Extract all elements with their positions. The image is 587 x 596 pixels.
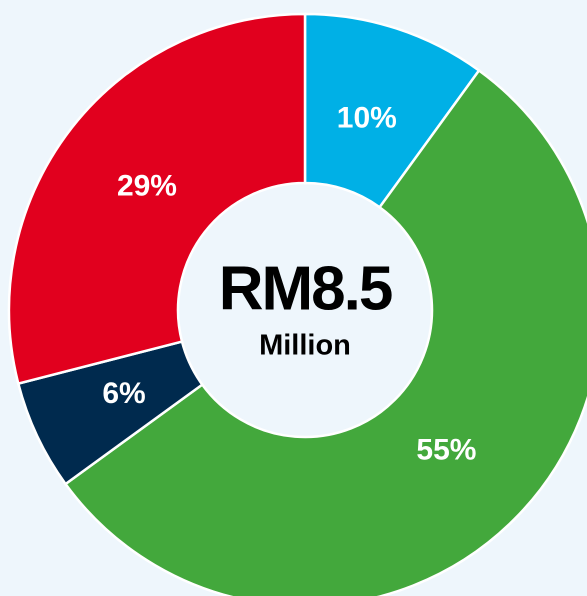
center-label: RM8.5 — [219, 254, 392, 323]
slice — [7, 12, 307, 386]
slice — [63, 68, 587, 596]
value-label: 55% — [416, 433, 476, 466]
value-label: 6% — [102, 377, 145, 410]
center-sublabel: Million — [259, 330, 351, 362]
value-label: 29% — [117, 169, 177, 202]
value-label: 10% — [337, 102, 397, 135]
